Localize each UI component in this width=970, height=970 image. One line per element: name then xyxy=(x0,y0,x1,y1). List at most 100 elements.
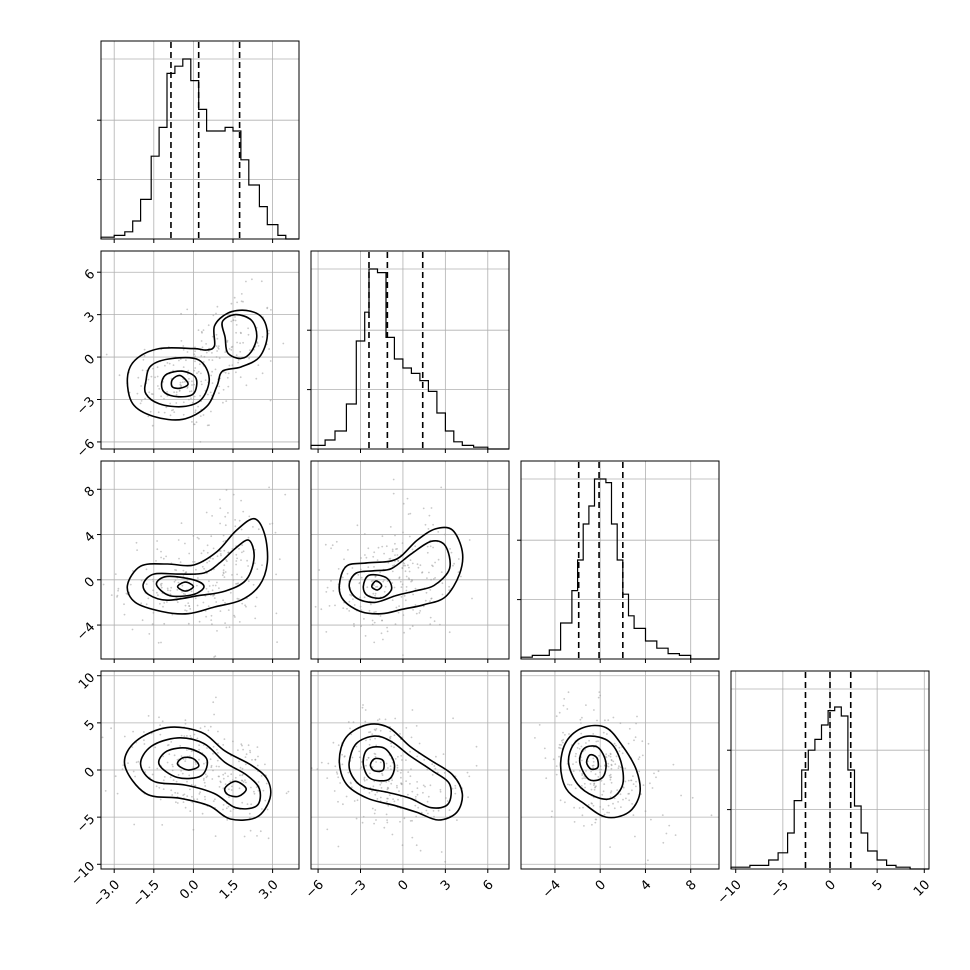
scatter-point xyxy=(609,752,612,755)
scatter-point xyxy=(188,390,191,393)
scatter-point xyxy=(261,372,264,375)
scatter-point xyxy=(348,600,351,603)
scatter-point xyxy=(374,755,377,758)
scatter-point xyxy=(154,746,157,749)
scatter-point xyxy=(410,736,413,739)
contour-line xyxy=(362,573,393,600)
scatter-point xyxy=(644,863,647,865)
scatter-point xyxy=(222,777,225,780)
scatter-point xyxy=(396,764,399,767)
scatter-point xyxy=(391,582,394,584)
scatter-point xyxy=(184,609,187,612)
scatter-point xyxy=(651,787,654,789)
scatter-point xyxy=(359,605,362,608)
scatter-point xyxy=(401,844,404,847)
scatter-point xyxy=(229,591,232,594)
scatter-point xyxy=(383,826,386,829)
scatter-point xyxy=(202,361,205,363)
scatter-point xyxy=(405,727,408,729)
scatter-point xyxy=(166,587,169,590)
scatter-point xyxy=(213,597,216,599)
scatter-point xyxy=(621,752,624,755)
scatter-point xyxy=(607,765,610,768)
scatter-point xyxy=(632,783,635,785)
scatter-point xyxy=(211,778,214,780)
scatter-point xyxy=(259,830,262,833)
scatter-point xyxy=(230,773,233,776)
scatter-point xyxy=(566,708,569,710)
scatter-point xyxy=(215,312,217,315)
scatter-point xyxy=(240,499,243,502)
scatter-point xyxy=(374,793,377,796)
scatter-point xyxy=(384,585,387,588)
scatter-point xyxy=(618,746,621,749)
scatter-point xyxy=(415,815,418,818)
scatter-point xyxy=(180,755,183,757)
scatter-point xyxy=(594,821,597,824)
scatter-point xyxy=(573,821,576,823)
scatter-point xyxy=(210,766,213,769)
scatter-point xyxy=(247,536,250,539)
scatter-point xyxy=(607,762,610,765)
scatter-point xyxy=(238,787,241,790)
scatter-point xyxy=(407,793,409,796)
scatter-point xyxy=(630,779,632,782)
scatter-point xyxy=(610,764,613,767)
scatter-point xyxy=(437,809,440,812)
scatter-point xyxy=(333,790,336,792)
scatter-point xyxy=(238,547,240,550)
scatter-point xyxy=(609,778,612,781)
scatter-point xyxy=(405,780,407,782)
scatter-point xyxy=(581,716,583,719)
scatter-point xyxy=(612,760,615,763)
scatter-point xyxy=(209,391,212,394)
scatter-point xyxy=(608,774,611,777)
scatter-point xyxy=(192,398,195,401)
scatter-point xyxy=(452,717,454,720)
scatter-point xyxy=(218,587,220,590)
scatter-point xyxy=(360,576,363,579)
scatter-point xyxy=(320,608,323,611)
scatter-point xyxy=(391,833,394,836)
scatter-point xyxy=(386,580,389,582)
scatter-point xyxy=(157,641,160,644)
scatter-point xyxy=(239,376,242,379)
scatter-point xyxy=(372,555,375,558)
scatter-point xyxy=(414,545,417,548)
scatter-point xyxy=(200,340,203,342)
scatter-point xyxy=(594,786,597,788)
x-tick-label: −3.0 xyxy=(90,877,123,910)
scatter-point xyxy=(257,781,260,783)
scatter-point xyxy=(355,745,358,748)
scatter-point xyxy=(578,807,581,809)
scatter-point xyxy=(245,753,248,756)
scatter-point xyxy=(426,545,429,548)
scatter-point xyxy=(123,735,126,738)
scatter-point xyxy=(426,551,429,554)
scatter-point xyxy=(201,812,204,815)
scatter-point xyxy=(194,350,196,353)
scatter-point xyxy=(235,563,238,566)
scatter-point xyxy=(186,373,189,375)
scatter-point xyxy=(190,750,193,753)
scatter-point xyxy=(204,795,206,798)
scatter-point xyxy=(205,776,208,779)
scatter-point xyxy=(403,817,406,820)
scatter-point xyxy=(394,554,396,556)
scatter-point xyxy=(352,721,355,724)
scatter-point xyxy=(204,379,207,381)
scatter-point xyxy=(192,423,195,426)
scatter-point xyxy=(240,743,243,746)
scatter-point xyxy=(449,548,451,550)
scatter-point xyxy=(332,590,335,592)
scatter-point xyxy=(562,738,565,741)
scatter-point xyxy=(191,384,193,386)
scatter-point xyxy=(376,585,379,588)
scatter-point xyxy=(408,570,411,573)
scatter-point xyxy=(628,799,631,802)
scatter-point xyxy=(314,605,317,608)
scatter-point xyxy=(397,755,399,758)
x-tick-label: −5 xyxy=(768,877,792,901)
scatter-point xyxy=(207,729,210,732)
contour-line xyxy=(348,735,453,809)
